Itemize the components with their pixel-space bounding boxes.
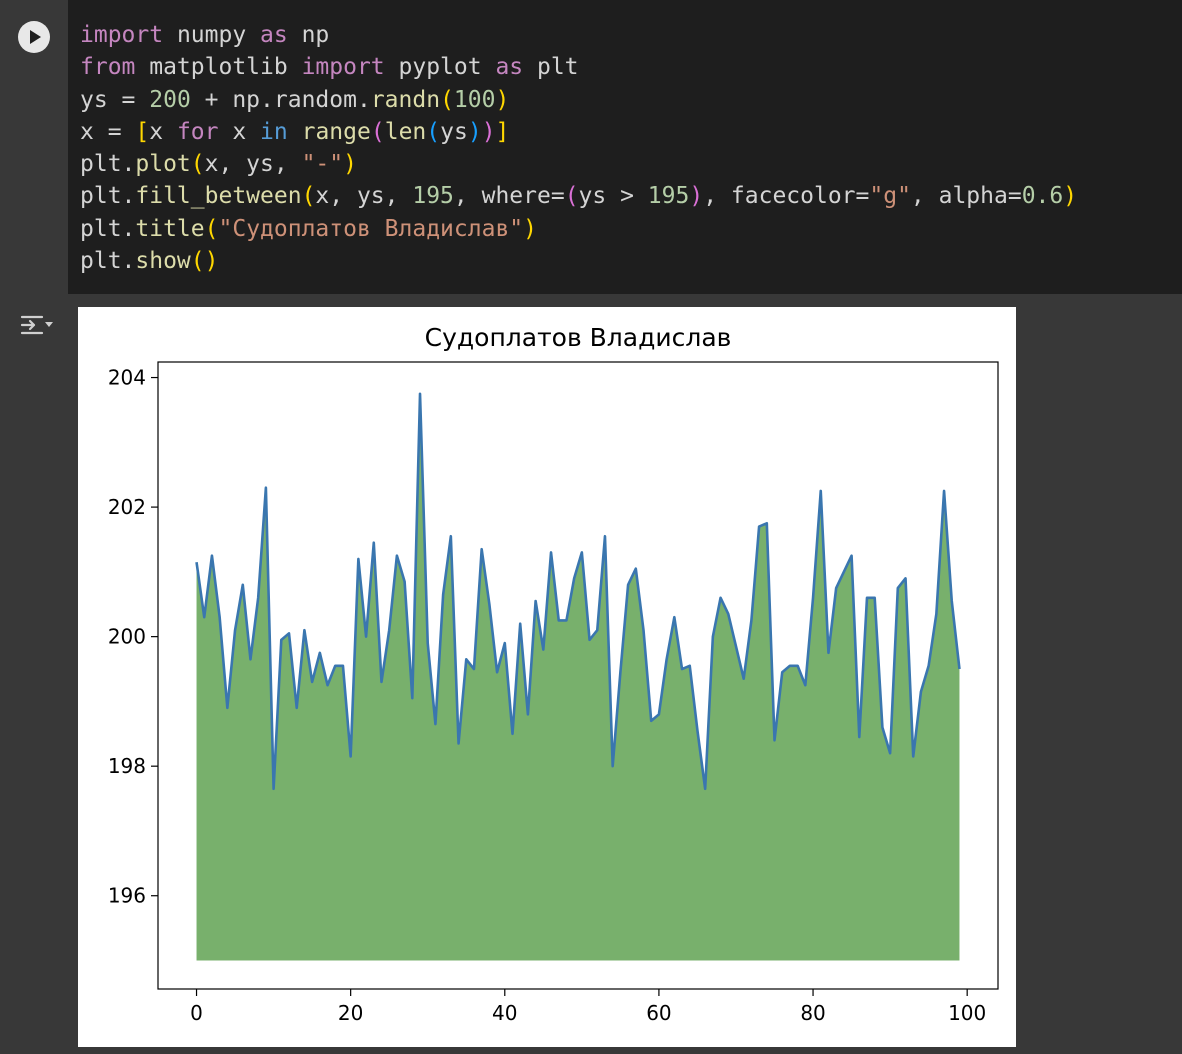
code-line: plt.fill_between(x, ys, 195, where=(ys >…	[80, 180, 1077, 212]
code-token: (	[564, 183, 579, 210]
cell-output: 0 20 40 60 80 100 196 198 200 202 204 Судоплатов Вл…	[78, 307, 1016, 1047]
code-token: fill_between	[135, 183, 302, 210]
code-token: show	[135, 248, 191, 275]
y-tick-label: 196	[108, 884, 146, 908]
code-token: x, ys,	[204, 151, 302, 178]
code-token: 195	[412, 183, 454, 210]
code-token: [	[135, 118, 150, 145]
plot-frame	[157, 361, 999, 990]
code-token: "g"	[869, 183, 911, 210]
code-token: 200	[149, 86, 191, 113]
code-editor[interactable]: import numpy as np from matplotlib import…	[80, 19, 1077, 277]
code-token: (	[440, 86, 454, 113]
code-line: import numpy as np	[80, 19, 1077, 51]
code-token: len	[384, 118, 427, 145]
code-token: (	[204, 215, 219, 242]
chart: 0 20 40 60 80 100 196 198 200 202 204 Судоплатов Вл…	[108, 323, 999, 1025]
code-token: matplotlib	[135, 54, 302, 81]
series-line	[195, 392, 961, 791]
code-token: numpy	[163, 22, 261, 48]
code-token: )	[523, 215, 537, 242]
code-token: import	[301, 54, 385, 81]
code-token: "Судоплатов Владислав"	[218, 215, 524, 242]
code-token: 195	[647, 183, 690, 210]
y-tick-label: 204	[108, 366, 146, 390]
code-token: np	[287, 22, 330, 48]
play-icon	[30, 30, 41, 44]
x-tick-label: 40	[492, 1001, 517, 1025]
code-token: 0.6	[1021, 183, 1064, 210]
code-token: from	[80, 54, 136, 81]
x-tick-label: 0	[190, 1001, 203, 1025]
code-token: )	[343, 151, 357, 178]
code-token: , where=	[453, 183, 565, 210]
code-token: title	[135, 215, 205, 242]
x-tick-label: 80	[800, 1001, 825, 1025]
x-tick-label: 60	[646, 1001, 671, 1025]
output-toggle-icon[interactable]	[20, 312, 56, 340]
code-token: in	[260, 118, 288, 145]
code-token: )	[467, 118, 482, 145]
code-token: plt.	[80, 151, 136, 178]
code-line: ys = 200 + np.random.randn(100)	[80, 84, 1077, 116]
code-token: randn	[370, 86, 441, 113]
code-token: x, ys,	[315, 183, 413, 210]
code-token: plot	[135, 151, 191, 178]
y-tick-label: 200	[108, 625, 146, 649]
code-token: x =	[80, 118, 136, 145]
output-gutter	[0, 294, 68, 1054]
code-token: plt.	[80, 215, 136, 242]
code-token: (	[370, 118, 385, 145]
code-token: import	[80, 22, 164, 48]
code-token: plt.	[80, 183, 136, 210]
code-token: x	[149, 118, 177, 145]
code-token: (	[190, 151, 205, 178]
code-line: from matplotlib import pyplot as plt	[80, 51, 1077, 83]
code-token: 100	[453, 86, 496, 113]
code-token: , facecolor=	[703, 183, 870, 210]
code-token: (	[426, 118, 441, 145]
code-token: plt	[523, 54, 579, 81]
code-line: plt.plot(x, ys, "-")	[80, 148, 1077, 180]
code-line: x = [x for x in range(len(ys))]	[80, 116, 1077, 148]
code-token: for	[176, 118, 219, 145]
code-token: )	[689, 183, 704, 210]
fill-area	[196, 393, 960, 961]
code-token	[288, 119, 302, 145]
code-token: )	[1063, 183, 1078, 210]
code-token: x	[218, 118, 261, 145]
code-line: plt.show()	[80, 245, 1077, 277]
code-token: + np.random.	[190, 86, 371, 113]
code-token: (	[301, 183, 316, 210]
code-token: )	[481, 118, 496, 145]
run-cell-button[interactable]	[18, 21, 50, 53]
code-token: ]	[495, 118, 510, 145]
code-token: )	[495, 86, 510, 113]
x-tick-label: 20	[338, 1001, 363, 1025]
y-tick-label: 198	[108, 754, 146, 778]
chart-title: Судоплатов Владислав	[425, 323, 732, 352]
x-tick-label: 100	[948, 1001, 986, 1025]
code-token: as	[495, 54, 524, 81]
code-token: range	[301, 118, 371, 145]
code-token: as	[260, 22, 288, 48]
code-cell[interactable]: import numpy as np from matplotlib import…	[0, 0, 1182, 294]
code-token: ys =	[80, 86, 150, 113]
code-token: ys >	[578, 183, 648, 210]
code-line: plt.title("Судоплатов Владислав")	[80, 213, 1077, 245]
code-token: "-"	[301, 151, 344, 178]
code-token: , alpha=	[910, 183, 1022, 210]
code-token: ys	[440, 118, 468, 145]
code-token: ()	[190, 248, 219, 275]
y-tick-label: 202	[108, 495, 146, 519]
code-token: pyplot	[384, 54, 496, 81]
code-token: plt.	[80, 248, 136, 275]
